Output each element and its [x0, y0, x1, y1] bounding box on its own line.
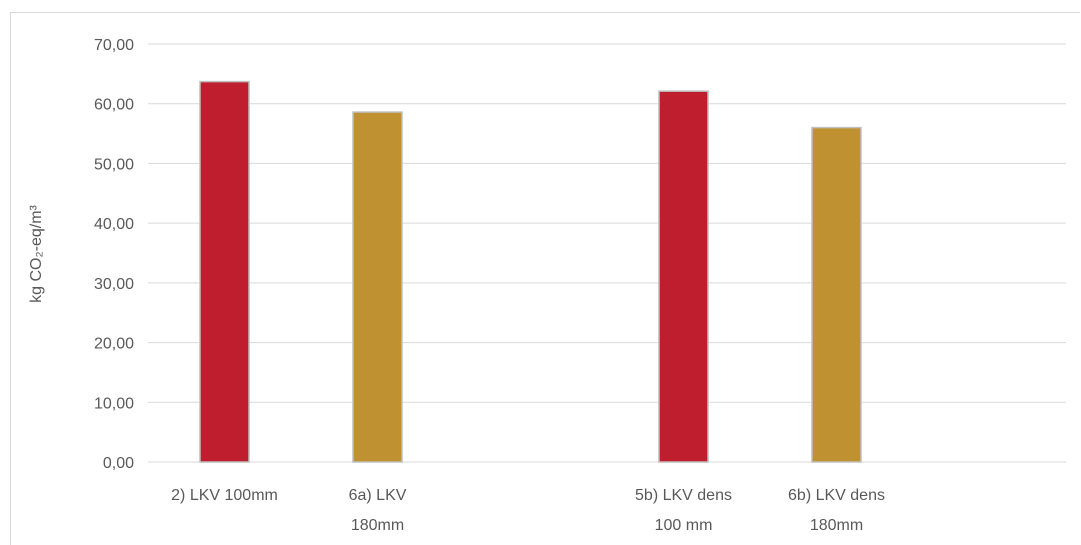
y-tick-label: 60,00	[94, 97, 134, 114]
y-tick-label: 50,00	[94, 156, 134, 173]
y-axis-ticks: 0,00 10,00 20,00 30,00 40,00 50,00 60,00 70,00	[94, 37, 134, 472]
bar	[658, 90, 709, 463]
bar	[199, 80, 250, 463]
y-tick-label: 10,00	[94, 395, 134, 412]
bar	[352, 111, 403, 463]
y-axis-title: kg CO₂-eq/m³	[28, 204, 45, 302]
gridlines	[148, 43, 1066, 463]
y-tick-label: 40,00	[94, 216, 134, 233]
y-tick-label: 20,00	[94, 336, 134, 353]
x-tick-label: 6a) LKV 180mm	[349, 487, 407, 534]
x-tick-label: 5b) LKV dens 100 mm	[635, 487, 732, 534]
bars	[199, 80, 862, 463]
x-tick-label: 6b) LKV dens 180mm	[788, 487, 885, 534]
chart-area	[10, 12, 1080, 545]
y-tick-label: 30,00	[94, 276, 134, 293]
y-tick-label: 0,00	[103, 455, 134, 472]
x-tick-label: 2) LKV 100mm	[171, 487, 278, 504]
bar	[811, 126, 862, 463]
x-axis-ticks: 2) LKV 100mm 6a) LKV 180mm 5b) LKV dens 100 …	[171, 487, 885, 534]
y-tick-label: 70,00	[94, 37, 134, 54]
